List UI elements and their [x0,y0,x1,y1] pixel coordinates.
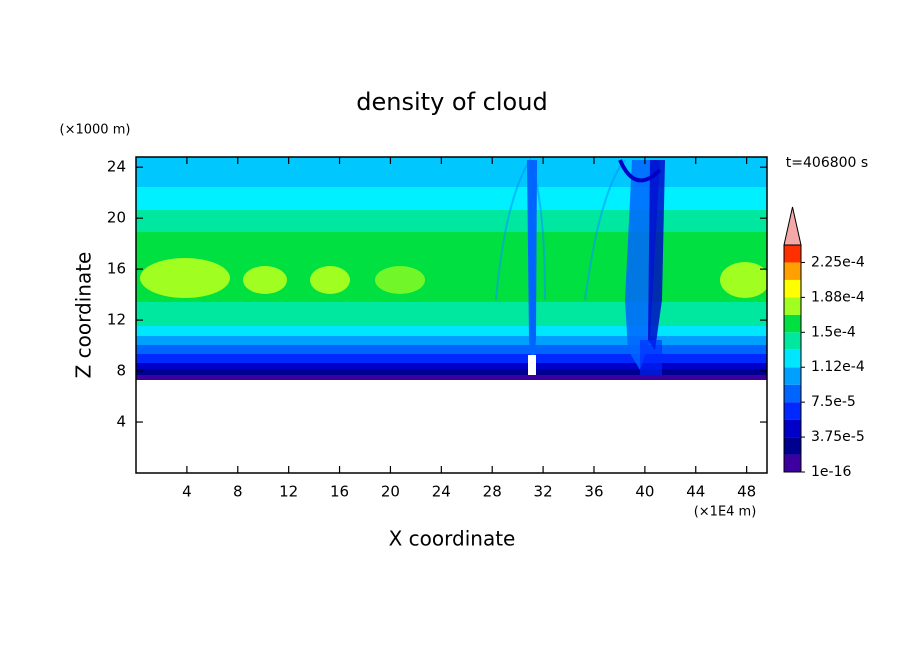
x-tick-label: 16 [330,483,349,501]
colorbar-tick-label: 1.88e-4 [811,289,865,305]
y-tick-label: 8 [116,362,126,380]
colorbar-tick-label: 3.75e-5 [811,429,865,445]
colorbar-extend [783,206,802,246]
colorbar-tick-label: 1.5e-4 [811,324,856,340]
colorbar-band [784,262,801,280]
x-tick-label: 44 [686,483,705,501]
y-tick-label: 24 [107,158,126,176]
colorbar-band [784,419,801,438]
field-band [136,375,767,380]
contour-field [136,157,767,380]
field-band [136,187,767,210]
y-axis-label: Z coordinate [72,252,96,379]
time-label: t=406800 s [786,155,868,171]
colorbar-tick-label: 1.12e-4 [811,359,865,375]
x-tick-label: 12 [279,483,298,501]
x-unit: (×1E4 m) [694,505,757,520]
field-band [136,326,767,336]
field-blob [140,258,230,298]
field-band [136,302,767,326]
x-tick-label: 48 [737,483,756,501]
colorbar-band [784,367,801,385]
field-band [136,232,767,302]
y-unit: (×1000 m) [60,123,131,138]
colorbar-band [784,349,801,368]
colorbar-band [784,402,801,420]
x-tick-label: 28 [483,483,502,501]
y-tick-label: 12 [107,311,126,329]
colorbar-band [784,384,801,403]
field-band [136,157,767,187]
field-patch [640,340,662,375]
field-band [136,369,767,375]
colorbar-band [784,332,801,350]
x-tick-label: 20 [381,483,400,501]
colorbar-tick-label: 7.5e-5 [811,394,856,410]
field-streak [648,160,665,350]
colorbar-band [784,279,801,298]
y-tick-label: 16 [107,260,126,278]
field-blob [310,266,350,294]
field-band [136,354,767,363]
x-tick-label: 36 [584,483,603,501]
field-blob [375,266,425,294]
x-tick-label: 8 [233,483,243,501]
colorbar-band [784,314,801,333]
field-band [136,210,767,232]
y-tick-label: 20 [107,209,126,227]
field-arc [618,159,662,183]
colorbar-band [784,454,801,472]
field-band [136,345,767,354]
field-arc [584,159,626,301]
x-tick-label: 32 [534,483,553,501]
colorbar-band [784,245,801,263]
colorbar-band [784,297,801,315]
y-tick-label: 4 [116,413,126,431]
plot-frame [135,156,768,474]
colorbar-tick-label: 2.25e-4 [811,254,865,270]
field-blob [720,262,767,298]
x-tick-label: 40 [635,483,654,501]
field-blob [243,266,287,294]
field-band [136,336,767,345]
x-axis-label: X coordinate [389,527,516,551]
field-band [136,363,767,369]
colorbar-tick-label: 1e-16 [811,464,851,480]
field-streak [527,160,537,370]
chart-title: density of cloud [356,88,547,116]
colorbar-band [784,437,801,455]
colorbar-frame [783,244,802,473]
x-tick-label: 24 [432,483,451,501]
field-gap [528,355,536,375]
x-tick-label: 4 [182,483,192,501]
